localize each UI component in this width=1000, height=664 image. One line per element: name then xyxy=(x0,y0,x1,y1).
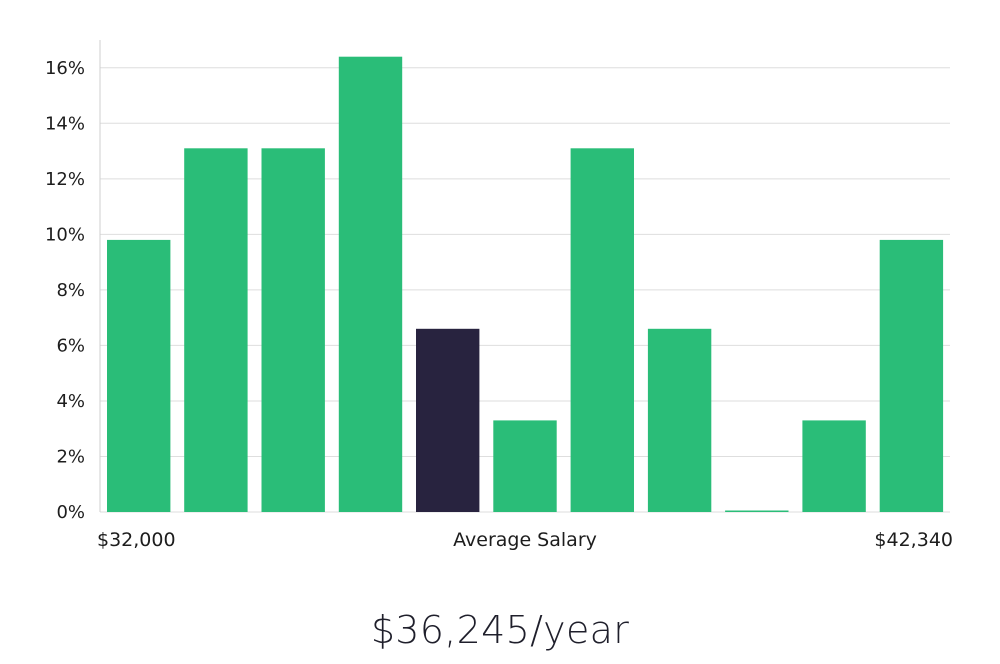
histogram-bar-highlighted xyxy=(416,328,480,512)
histogram-bar xyxy=(493,420,557,512)
x-axis-min-label: $32,000 xyxy=(97,529,176,551)
y-tick-label: 4% xyxy=(56,391,85,412)
y-tick-label: 0% xyxy=(56,502,85,523)
x-axis-max-label: $42,340 xyxy=(874,529,953,551)
average-salary-value: $36,245/year xyxy=(370,608,630,652)
y-tick-label: 10% xyxy=(45,224,85,245)
y-axis-ticks: 0% 2% 4% 6% 8% 10% 12% 14% 16% xyxy=(45,58,85,523)
y-tick-label: 2% xyxy=(56,446,85,467)
y-tick-label: 14% xyxy=(45,113,85,134)
y-tick-label: 12% xyxy=(45,169,85,190)
y-tick-label: 8% xyxy=(56,280,85,301)
histogram-bar xyxy=(725,510,789,512)
histogram-bar xyxy=(338,56,403,512)
bars xyxy=(107,56,944,513)
histogram-bar xyxy=(647,328,712,512)
y-tick-label: 6% xyxy=(56,335,85,356)
histogram-bar xyxy=(570,148,634,513)
y-tick-label: 16% xyxy=(45,58,85,79)
histogram-bar xyxy=(879,239,944,512)
histogram-bar xyxy=(261,148,325,513)
histogram-bar xyxy=(107,239,171,512)
histogram-bar xyxy=(184,148,248,513)
x-axis-title: Average Salary xyxy=(453,529,597,551)
histogram-bar xyxy=(802,420,866,512)
